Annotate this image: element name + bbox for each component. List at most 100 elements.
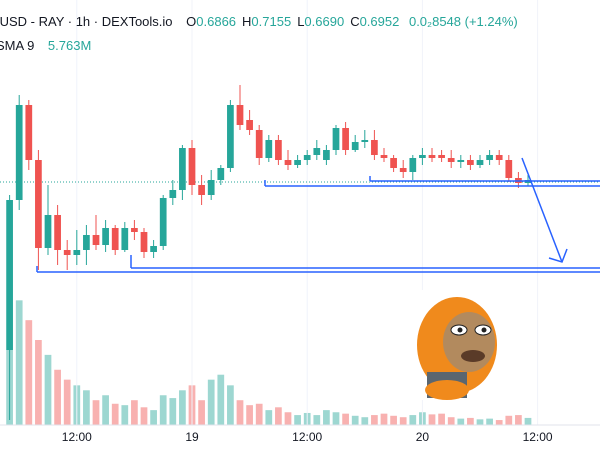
- x-tick-label: 12:00: [62, 430, 92, 444]
- volume-bar: [428, 414, 436, 425]
- volume-bar: [323, 410, 330, 425]
- candle-body: [495, 155, 503, 160]
- candle-body: [111, 228, 119, 250]
- volume-bar: [275, 407, 282, 425]
- candle-body: [169, 190, 177, 198]
- candle-body: [390, 158, 397, 168]
- candle-body: [227, 105, 234, 168]
- candle-body: [467, 160, 474, 165]
- x-tick-label: 20: [416, 430, 430, 444]
- volume-bar: [121, 405, 129, 425]
- candle-body: [63, 250, 71, 255]
- candle-body: [476, 160, 484, 165]
- candle-body: [83, 235, 90, 250]
- candle-body: [54, 215, 61, 250]
- ohlc-label: C: [350, 14, 360, 29]
- candle-body: [284, 160, 292, 165]
- volume-bar: [198, 400, 205, 425]
- candle-body: [342, 128, 349, 150]
- candle-body: [217, 168, 225, 180]
- volume-bar: [255, 403, 263, 425]
- volume-bar: [524, 417, 532, 425]
- indicator-row: SMA 9 5.763M: [0, 38, 97, 53]
- candle-body: [102, 228, 109, 245]
- candle-body: [303, 155, 311, 160]
- pupil: [457, 327, 463, 333]
- volume-bar: [447, 417, 455, 425]
- candle-body: [246, 120, 253, 130]
- candle-body: [323, 150, 330, 160]
- arrow-head: [548, 248, 568, 263]
- candle-body: [150, 246, 157, 252]
- candle-body: [361, 140, 369, 142]
- volume-bar: [409, 415, 417, 425]
- volume-bar: [476, 419, 484, 425]
- face: [443, 312, 495, 372]
- volume-bar: [486, 418, 493, 425]
- candle-body: [131, 228, 138, 232]
- candle-body: [255, 130, 263, 158]
- volume-bar: [390, 415, 397, 425]
- volume-bar: [111, 403, 119, 425]
- volume-bar: [102, 395, 109, 425]
- volume-bar: [63, 379, 71, 425]
- volume-bar: [342, 413, 349, 425]
- volume-bar: [92, 400, 100, 425]
- change: 0.0₂8548 (+1.24%): [408, 14, 518, 29]
- volume-bar: [515, 415, 522, 425]
- volume-bar: [467, 417, 474, 425]
- drawings: [36, 157, 600, 273]
- volume-bar: [495, 420, 503, 425]
- volume-bar: [217, 374, 225, 425]
- ohlc-label: O: [186, 14, 197, 29]
- candle-body: [6, 200, 13, 350]
- candle-body: [15, 105, 23, 200]
- meme-image: [407, 290, 517, 400]
- candle-body: [399, 168, 407, 172]
- indicator-label: SMA 9: [0, 38, 35, 53]
- volume-bar: [25, 320, 33, 425]
- volume-bar: [371, 415, 378, 425]
- candle-body: [265, 140, 273, 158]
- volume-bar: [54, 369, 61, 425]
- candle-body: [313, 148, 321, 155]
- candle-body: [457, 160, 465, 162]
- candle-body: [25, 105, 33, 160]
- candle-body: [44, 215, 52, 248]
- candle-body: [92, 235, 100, 245]
- volume-bar: [140, 407, 148, 425]
- candle-body: [207, 180, 215, 195]
- volume-bar: [361, 417, 369, 425]
- volume-bar: [131, 400, 138, 425]
- volume-bar: [380, 413, 388, 425]
- mouth: [461, 350, 485, 362]
- body: [425, 380, 469, 400]
- ohlc: O0.6866 H0.7155 L0.6690 C0.6952: [186, 14, 405, 29]
- volume-bar: [505, 415, 513, 425]
- candle-layer: [6, 85, 532, 420]
- candle-body: [380, 155, 388, 158]
- volume-bar: [332, 412, 340, 425]
- candle-body: [351, 142, 359, 150]
- candle-body: [486, 155, 493, 160]
- volume-bar: [438, 413, 445, 425]
- volume-bar: [150, 410, 157, 425]
- ohlc-value: 0.6690: [304, 14, 345, 29]
- volume-bar: [83, 390, 90, 425]
- candle-body: [438, 155, 445, 158]
- candle-body: [409, 158, 417, 172]
- candle-body: [198, 185, 205, 195]
- pupil: [481, 327, 487, 333]
- ohlc-label: H: [242, 14, 252, 29]
- volume-bar: [227, 385, 234, 425]
- volume-bar: [284, 412, 292, 425]
- indicator-value: 5.763M: [47, 38, 92, 53]
- candle-body: [447, 158, 455, 162]
- volume-bar: [159, 395, 167, 425]
- x-tick-label: 12:00: [292, 430, 322, 444]
- candle-body: [371, 140, 378, 155]
- ohlc-value: 0.6866: [196, 14, 237, 29]
- candle-body: [73, 250, 81, 255]
- candle-body: [188, 148, 196, 185]
